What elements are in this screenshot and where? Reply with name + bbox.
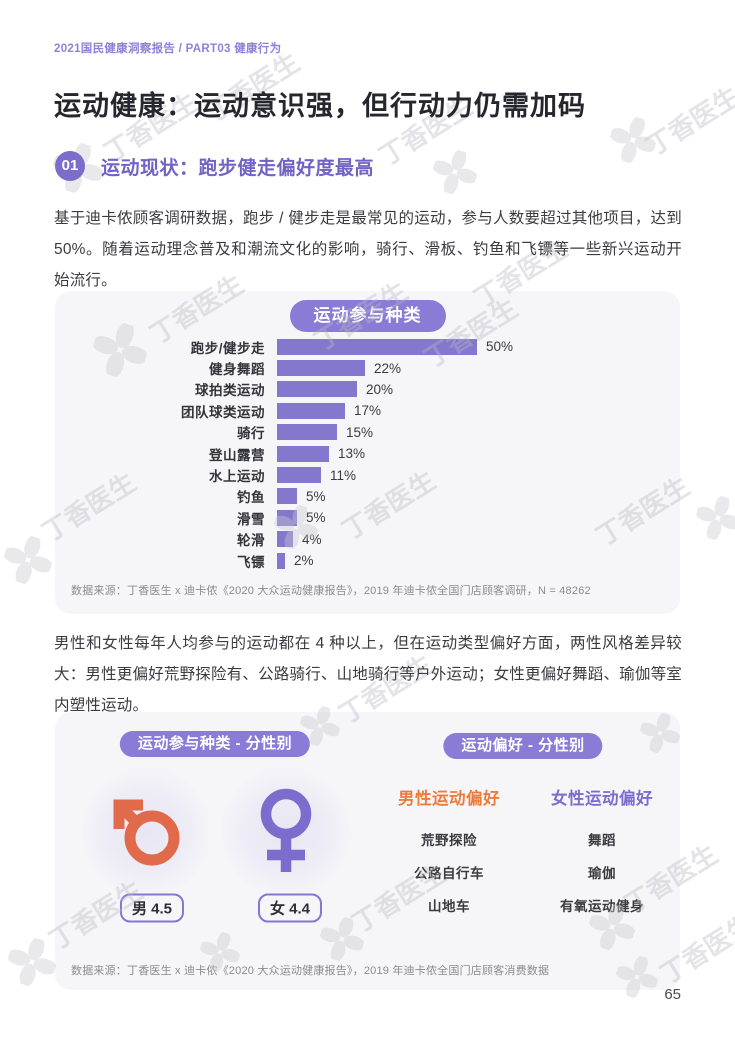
male-preference-list: 荒野探险公路自行车山地车 xyxy=(414,831,484,917)
page-title: 运动健康：运动意识强，但行动力仍需加码 xyxy=(54,91,586,121)
chart-bar xyxy=(277,552,285,569)
chart-bar xyxy=(277,467,321,484)
female-average-pill: 女 4.4 xyxy=(257,893,323,923)
chart-bar-value: 13% xyxy=(338,446,366,462)
chart-row: 跑步/健步走 50% xyxy=(55,336,680,357)
chart-bar xyxy=(277,488,297,505)
female-preference-list: 舞蹈瑜伽有氧运动健身 xyxy=(560,831,644,917)
chart-bar-value: 5% xyxy=(306,488,326,504)
chart-bar-label: 健身舞蹈 xyxy=(209,362,265,378)
chart-bar-label: 团队球类运动 xyxy=(181,404,265,420)
chart-bar-value: 4% xyxy=(302,531,322,547)
chart-bar xyxy=(277,402,345,419)
chart-row: 滑雪 5% xyxy=(55,507,680,528)
chart-row: 钓鱼 5% xyxy=(55,486,680,507)
chart-bar-value: 22% xyxy=(374,360,402,376)
chart-bar-value: 20% xyxy=(366,381,394,397)
female-sign-icon xyxy=(260,788,312,872)
preference-item: 有氧运动健身 xyxy=(560,899,644,914)
chart-bar xyxy=(277,531,293,548)
chart-row: 健身舞蹈 22% xyxy=(55,357,680,378)
chart-row: 轮滑 4% xyxy=(55,529,680,550)
chart-bar-label: 水上运动 xyxy=(209,469,265,485)
male-average-pill: 男 4.5 xyxy=(119,893,185,923)
chart-bar-value: 2% xyxy=(294,553,314,569)
flower-logo-icon xyxy=(695,495,735,541)
chart-bar-label: 跑步/健步走 xyxy=(190,340,265,356)
participation-chart-card: 运动参与种类 跑步/健步走 50% 健身舞蹈 22% 球拍类运动 20% 团队球类运动 17%… xyxy=(55,291,680,614)
chart-bar xyxy=(277,509,297,526)
chart-row: 水上运动 11% xyxy=(55,464,680,485)
chart-row: 骑行 15% xyxy=(55,422,680,443)
male-sign-icon xyxy=(113,799,180,866)
breadcrumb: 2021国民健康洞察报告 / PART03 健康行为 xyxy=(54,43,282,55)
flower-logo-icon xyxy=(609,116,657,164)
chart-bar-value: 17% xyxy=(354,403,382,419)
chart-row: 登山露营 13% xyxy=(55,443,680,464)
page-number: 65 xyxy=(664,986,681,1003)
chart-bar-value: 5% xyxy=(306,510,326,526)
preference-item: 舞蹈 xyxy=(588,833,616,848)
female-preference-header: 女性运动偏好 xyxy=(551,790,653,808)
preference-item: 瑜伽 xyxy=(588,866,616,881)
chart-bar-value: 50% xyxy=(486,339,514,355)
preference-item: 公路自行车 xyxy=(414,866,484,881)
section-header: 01 运动现状：跑步健走偏好度最高 xyxy=(55,151,374,181)
chart-bar xyxy=(277,360,365,377)
chart-bar xyxy=(277,381,357,398)
section-number-badge: 01 xyxy=(55,151,85,181)
flower-logo-icon xyxy=(7,937,57,987)
chart-bar-label: 飞镖 xyxy=(237,554,265,570)
chart-row: 球拍类运动 20% xyxy=(55,379,680,400)
chart-bar xyxy=(277,338,477,355)
chart-row: 团队球类运动 17% xyxy=(55,400,680,421)
preference-item: 荒野探险 xyxy=(421,833,477,848)
female-preference-column: 女性运动偏好 舞蹈瑜伽有氧运动健身 xyxy=(502,788,702,917)
paragraph-gender: 男性和女性每年人均参与的运动都在 4 种以上，但在运动类型偏好方面，两性风格差异… xyxy=(54,635,683,714)
chart-bar-label: 骑行 xyxy=(237,426,265,442)
chart-source-note: 数据来源：丁香医生 x 迪卡侬《2020 大众运动健康报告》，2019 年迪卡侬… xyxy=(71,585,591,597)
chart-bar-label: 轮滑 xyxy=(237,533,265,549)
chart-bar-label: 滑雪 xyxy=(237,511,265,527)
paragraph-intro: 基于迪卡侬顾客调研数据，跑步 / 健步走是最常见的运动，参与人数要超过其他项目，… xyxy=(54,210,682,289)
chart-bar-label: 钓鱼 xyxy=(237,490,265,506)
chart-bar-value: 11% xyxy=(330,467,357,483)
chart-bar xyxy=(277,424,337,441)
male-preference-header: 男性运动偏好 xyxy=(398,790,500,808)
chart-title-badge: 运动参与种类 xyxy=(289,300,446,332)
participation-bar-chart: 跑步/健步走 50% 健身舞蹈 22% 球拍类运动 20% 团队球类运动 17% 骑行 15% 登山… xyxy=(55,336,680,571)
gender-card: 运动参与种类 - 分性别 运动偏好 - 分性别 男 4.5 女 4.4 男性运动… xyxy=(55,712,680,990)
watermark-text: 丁香医生 xyxy=(640,80,735,162)
flower-logo-icon xyxy=(3,535,53,585)
gender-preference-badge: 运动偏好 - 分性别 xyxy=(443,733,603,759)
chart-bar-value: 15% xyxy=(346,424,374,440)
gender-source-note: 数据来源：丁香医生 x 迪卡侬《2020 大众运动健康报告》，2019 年迪卡侬… xyxy=(71,965,550,977)
chart-bar-label: 球拍类运动 xyxy=(195,383,265,399)
chart-bar-label: 登山露营 xyxy=(209,447,265,463)
chart-bar xyxy=(277,445,329,462)
male-preference-column: 男性运动偏好 荒野探险公路自行车山地车 xyxy=(349,788,549,917)
male-symbol-glow xyxy=(80,766,212,898)
chart-row: 飞镖 2% xyxy=(55,550,680,571)
preference-item: 山地车 xyxy=(428,899,470,914)
flower-logo-icon xyxy=(432,149,478,195)
gender-participation-badge: 运动参与种类 - 分性别 xyxy=(119,731,311,757)
section-title: 运动现状：跑步健走偏好度最高 xyxy=(101,157,375,179)
